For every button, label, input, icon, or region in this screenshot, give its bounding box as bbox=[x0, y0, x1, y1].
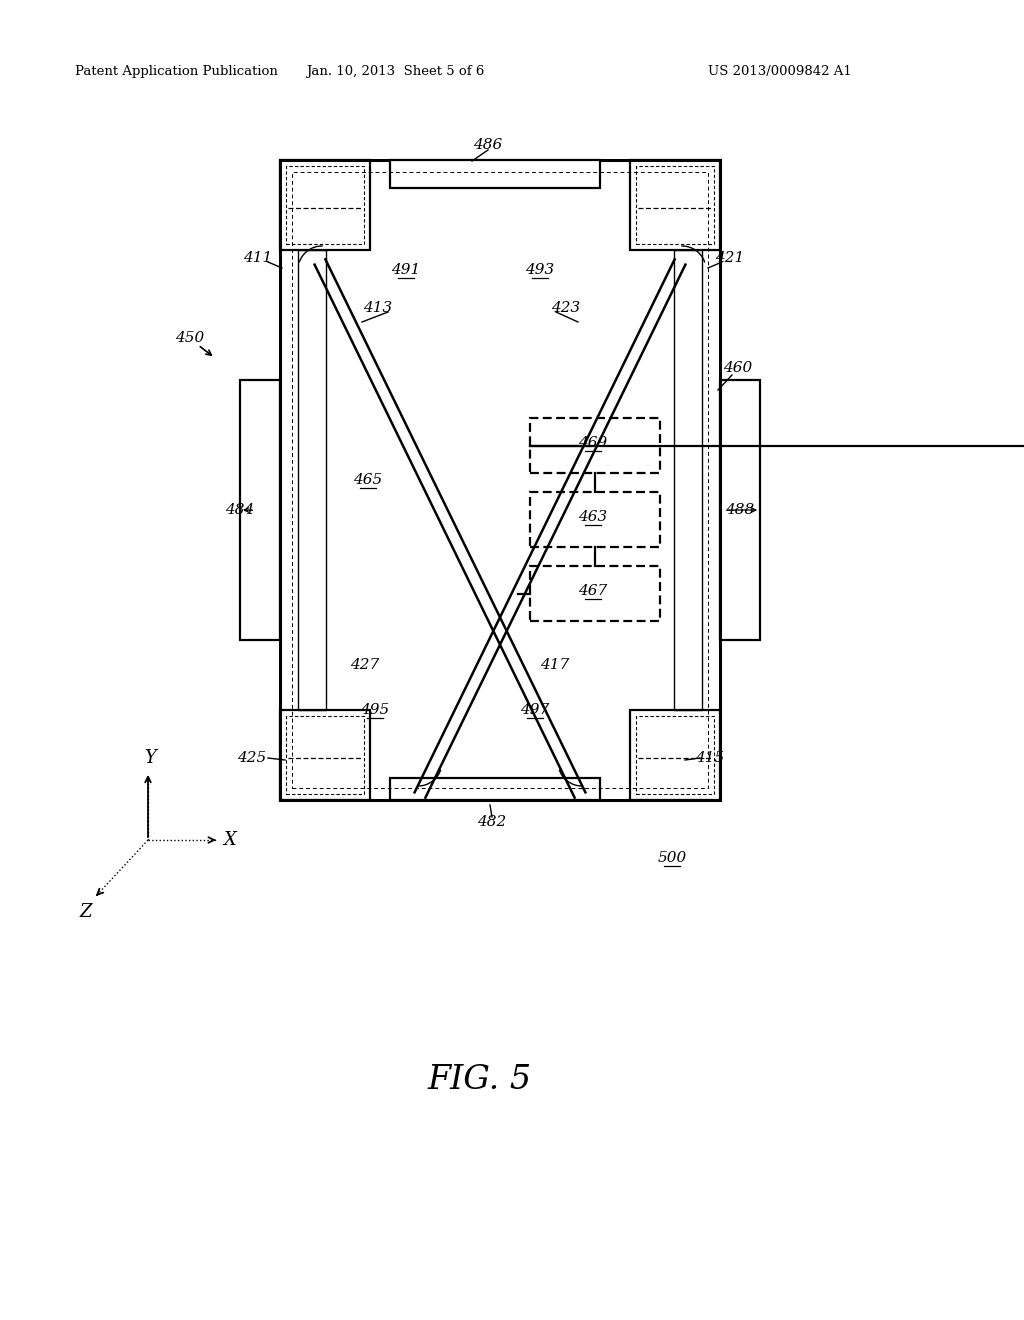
Text: 421: 421 bbox=[716, 251, 744, 265]
Text: 411: 411 bbox=[244, 251, 272, 265]
Bar bbox=[280, 160, 720, 800]
Text: 488: 488 bbox=[725, 503, 755, 517]
Bar bbox=[630, 160, 720, 249]
Text: Jan. 10, 2013  Sheet 5 of 6: Jan. 10, 2013 Sheet 5 of 6 bbox=[306, 66, 484, 78]
Text: 417: 417 bbox=[541, 657, 569, 672]
Bar bbox=[286, 715, 364, 795]
Text: 469: 469 bbox=[579, 436, 607, 450]
Bar bbox=[280, 710, 370, 800]
Text: 497: 497 bbox=[520, 704, 550, 717]
Text: 427: 427 bbox=[350, 657, 380, 672]
Bar bbox=[530, 418, 660, 473]
Bar bbox=[298, 249, 326, 710]
Bar bbox=[636, 715, 714, 795]
Bar bbox=[240, 380, 280, 640]
Text: 413: 413 bbox=[364, 301, 392, 315]
Text: 425: 425 bbox=[238, 751, 266, 766]
Text: 491: 491 bbox=[391, 263, 421, 277]
Text: 482: 482 bbox=[477, 814, 507, 829]
Bar bbox=[720, 380, 760, 640]
Bar bbox=[636, 166, 714, 244]
Bar bbox=[390, 777, 600, 800]
Bar bbox=[280, 160, 370, 249]
Text: Y: Y bbox=[144, 748, 156, 767]
Text: 465: 465 bbox=[353, 473, 383, 487]
Bar bbox=[530, 492, 660, 546]
Text: 423: 423 bbox=[551, 301, 581, 315]
Bar bbox=[292, 172, 708, 788]
Text: FIG. 5: FIG. 5 bbox=[428, 1064, 532, 1096]
Bar bbox=[286, 166, 364, 244]
Text: 463: 463 bbox=[579, 510, 607, 524]
Text: 495: 495 bbox=[360, 704, 389, 717]
Bar bbox=[530, 566, 660, 620]
Text: 486: 486 bbox=[473, 139, 503, 152]
Text: 450: 450 bbox=[175, 331, 205, 345]
Text: 484: 484 bbox=[225, 503, 255, 517]
Text: 467: 467 bbox=[579, 583, 607, 598]
Text: 493: 493 bbox=[525, 263, 555, 277]
Text: Z: Z bbox=[80, 903, 92, 921]
Bar bbox=[630, 710, 720, 800]
Text: 460: 460 bbox=[723, 360, 753, 375]
Text: US 2013/0009842 A1: US 2013/0009842 A1 bbox=[709, 66, 852, 78]
Text: 500: 500 bbox=[657, 851, 687, 865]
Text: 415: 415 bbox=[695, 751, 725, 766]
Text: Patent Application Publication: Patent Application Publication bbox=[75, 66, 278, 78]
Bar bbox=[390, 160, 600, 187]
Text: X: X bbox=[223, 832, 237, 849]
Bar bbox=[674, 249, 702, 710]
